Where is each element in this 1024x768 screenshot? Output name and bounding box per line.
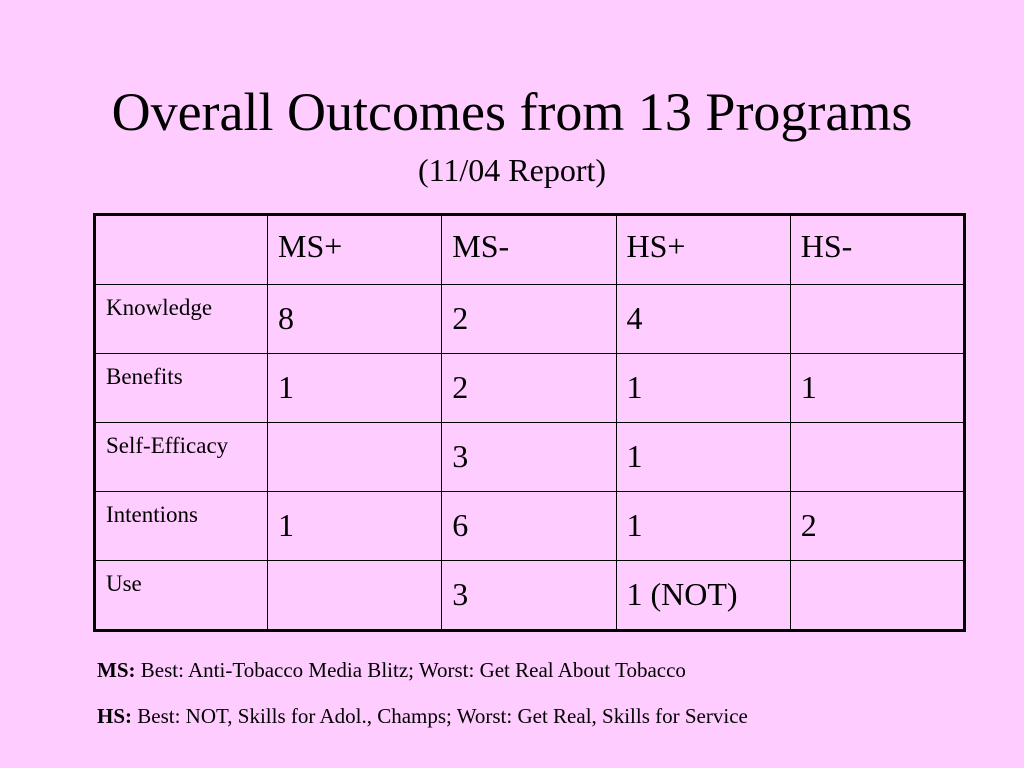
row-label: Intentions <box>94 491 268 561</box>
table-cell <box>266 560 443 631</box>
table-cell: 2 <box>789 491 966 561</box>
table-cell: 8 <box>266 284 443 354</box>
row-label: Benefits <box>94 353 268 423</box>
table-cell: 1 <box>615 491 791 561</box>
table-cell <box>789 422 966 492</box>
table-cell <box>789 284 966 354</box>
ms-note: MS: Best: Anti-Tobacco Media Blitz; Wors… <box>97 657 686 683</box>
table-cell: 4 <box>615 284 791 354</box>
table-header-row: MS+ MS- HS+ HS- <box>94 214 966 285</box>
column-header: HS+ <box>615 214 791 285</box>
table-cell: 1 <box>615 353 791 423</box>
table-corner-cell <box>94 214 268 285</box>
ms-note-text: Best: Anti-Tobacco Media Blitz; Worst: G… <box>140 658 686 682</box>
ms-note-key: MS: <box>97 658 136 682</box>
table-row: Self-Efficacy 3 1 <box>94 422 966 492</box>
hs-note-text: Best: NOT, Skills for Adol., Champs; Wor… <box>137 704 748 728</box>
column-header: MS- <box>441 214 617 285</box>
table-cell: 1 <box>789 353 966 423</box>
table-cell: 3 <box>441 560 617 631</box>
table-row: Knowledge 8 2 4 <box>94 284 966 354</box>
table-cell: 1 (NOT) <box>615 560 791 631</box>
table-cell: 6 <box>441 491 617 561</box>
column-header: MS+ <box>266 214 443 285</box>
table-cell: 3 <box>441 422 617 492</box>
page-subtitle: (11/04 Report) <box>417 152 607 188</box>
table-row: Use 3 1 (NOT) <box>94 560 966 631</box>
table-cell <box>266 422 443 492</box>
outcomes-table: MS+ MS- HS+ HS- Knowledge 8 2 4 Benefits… <box>93 213 966 632</box>
table-cell: 1 <box>615 422 791 492</box>
table-cell <box>789 560 966 631</box>
table-cell: 1 <box>266 353 443 423</box>
page-title: Overall Outcomes from 13 Programs <box>111 82 913 142</box>
hs-note-key: HS: <box>97 704 133 728</box>
row-label: Knowledge <box>94 284 268 354</box>
table-row: Intentions 1 6 1 2 <box>94 491 966 561</box>
table-row: Benefits 1 2 1 1 <box>94 353 966 423</box>
table-cell: 2 <box>441 284 617 354</box>
table-cell: 1 <box>266 491 443 561</box>
column-header: HS- <box>789 214 966 285</box>
hs-note: HS: Best: NOT, Skills for Adol., Champs;… <box>97 703 748 729</box>
row-label: Use <box>94 560 268 631</box>
row-label: Self-Efficacy <box>94 422 268 492</box>
table-cell: 2 <box>441 353 617 423</box>
